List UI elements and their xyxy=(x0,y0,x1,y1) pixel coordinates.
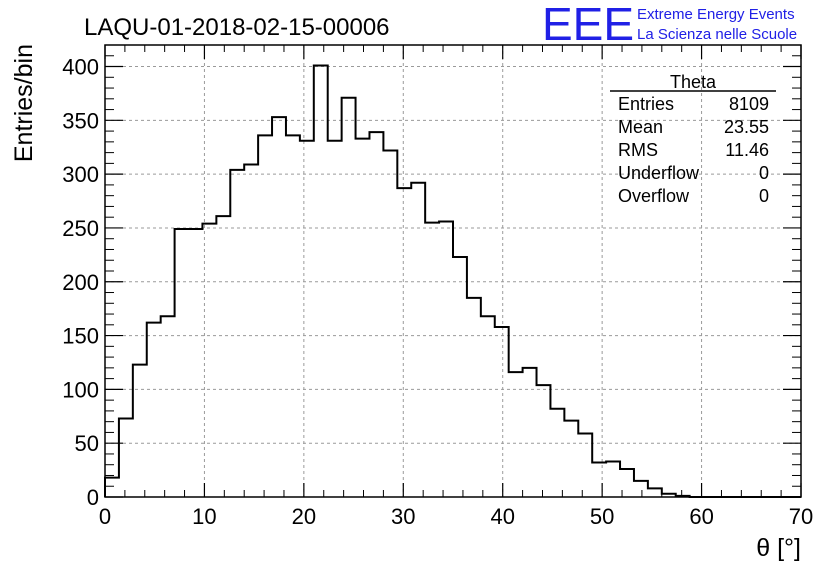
y-axis-label: Entries/bin xyxy=(10,44,38,162)
grid-lines xyxy=(105,45,801,497)
eee-logo: EEE Extreme Energy Events La Scienza nel… xyxy=(542,0,797,50)
x-tick-label: 60 xyxy=(689,504,713,529)
x-tick-label: 20 xyxy=(292,504,316,529)
stats-label-overflow: Overflow xyxy=(618,186,690,206)
x-tick-label: 40 xyxy=(490,504,514,529)
x-tick-label: 0 xyxy=(99,504,111,529)
x-axis-label: θ [°] xyxy=(756,534,801,562)
y-tick-label: 50 xyxy=(75,431,99,456)
x-tick-label: 30 xyxy=(391,504,415,529)
x-tick-labels: 0 10 20 30 40 50 60 70 xyxy=(99,504,813,529)
y-tick-label: 300 xyxy=(62,162,99,187)
plot-frame xyxy=(104,44,802,498)
y-tick-label: 200 xyxy=(62,270,99,295)
y-tick-label: 100 xyxy=(62,377,99,402)
stats-label-underflow: Underflow xyxy=(618,163,700,183)
chart-title: LAQU-01-2018-02-15-00006 xyxy=(84,14,390,41)
y-tick-label: 350 xyxy=(62,108,99,133)
stats-value-rms: 11.46 xyxy=(725,140,769,160)
logo-line-2: La Scienza nelle Scuole xyxy=(637,26,797,43)
stats-label-mean: Mean xyxy=(618,117,663,137)
stats-value-underflow: 0 xyxy=(759,163,769,183)
y-tick-label: 250 xyxy=(62,216,99,241)
x-tick-label: 70 xyxy=(789,504,813,529)
x-tick-label: 50 xyxy=(590,504,614,529)
logo-line-1: Extreme Energy Events xyxy=(637,6,795,23)
y-tick-label: 400 xyxy=(62,55,99,80)
axis-ticks xyxy=(104,44,802,498)
stats-value-entries: 8109 xyxy=(729,94,769,114)
logo-mark: EEE xyxy=(542,0,634,50)
stats-box: Theta Entries 8109 Mean 23.55 RMS 11.46 … xyxy=(610,72,776,206)
x-tick-label: 10 xyxy=(192,504,216,529)
stats-value-mean: 23.55 xyxy=(724,117,769,137)
y-tick-label: 150 xyxy=(62,324,99,349)
y-tick-labels: 0 50 100 150 200 250 300 350 400 xyxy=(62,55,99,510)
stats-value-overflow: 0 xyxy=(759,186,769,206)
stats-box-title: Theta xyxy=(670,72,717,92)
y-tick-label: 0 xyxy=(87,485,99,510)
histogram-line xyxy=(104,64,801,498)
stats-label-rms: RMS xyxy=(618,140,658,160)
stats-label-entries: Entries xyxy=(618,94,674,114)
